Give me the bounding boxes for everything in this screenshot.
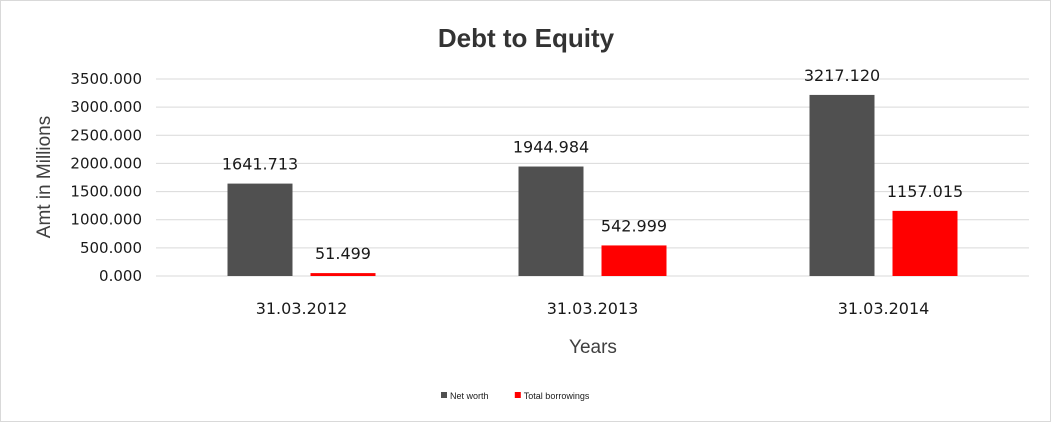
chart-title: Debt to Equity bbox=[438, 23, 615, 53]
bar-net-worth bbox=[809, 94, 875, 276]
data-label: 3217.120 bbox=[804, 66, 880, 85]
y-tick-label: 1000.000 bbox=[70, 211, 142, 229]
x-category-label: 31.03.2014 bbox=[838, 299, 930, 318]
legend-swatch bbox=[514, 392, 521, 398]
gridlines bbox=[156, 78, 1029, 277]
bar-net-worth bbox=[227, 183, 293, 276]
bar-total-borrowings bbox=[601, 245, 667, 276]
data-label: 1641.713 bbox=[222, 155, 298, 174]
y-tick-label: 2500.000 bbox=[70, 126, 142, 144]
x-axis-categories: 31.03.2012 31.03.2013 31.03.2014 bbox=[256, 299, 930, 318]
bar-total-borrowings bbox=[310, 273, 376, 276]
y-tick-label: 500.000 bbox=[80, 239, 142, 257]
bars bbox=[227, 94, 958, 276]
y-tick-label: 2000.000 bbox=[70, 154, 142, 172]
data-label: 51.499 bbox=[315, 244, 371, 263]
legend-label: Net worth bbox=[450, 391, 489, 401]
bar-net-worth bbox=[518, 166, 584, 276]
y-tick-label: 0.000 bbox=[99, 267, 142, 285]
data-label: 542.999 bbox=[601, 216, 667, 235]
legend: Net worth Total borrowings bbox=[441, 391, 590, 401]
x-axis-label: Years bbox=[569, 337, 617, 358]
data-labels: 1641.713 51.499 1944.984 542.999 3217.120 115… bbox=[222, 66, 963, 263]
bar-total-borrowings bbox=[892, 210, 958, 276]
data-label: 1944.984 bbox=[513, 138, 589, 157]
y-tick-label: 1500.000 bbox=[70, 183, 142, 201]
y-axis-label: Amt in Millions bbox=[34, 116, 55, 238]
y-tick-label: 3000.000 bbox=[70, 98, 142, 116]
x-category-label: 31.03.2013 bbox=[547, 299, 639, 318]
legend-label: Total borrowings bbox=[524, 391, 590, 401]
y-tick-label: 3500.000 bbox=[70, 70, 142, 88]
y-axis-ticks: 0.000 500.000 1000.000 1500.000 2000.000 2500… bbox=[70, 70, 142, 285]
data-label: 1157.015 bbox=[887, 182, 963, 201]
legend-swatch bbox=[441, 392, 447, 398]
x-category-label: 31.03.2012 bbox=[256, 299, 348, 318]
